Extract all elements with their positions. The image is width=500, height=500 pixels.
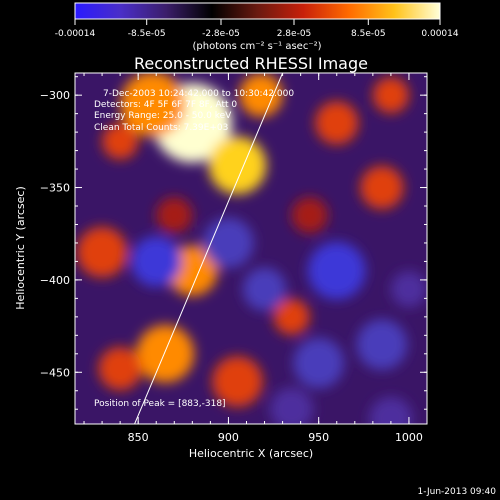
negative-residual-blob	[269, 387, 314, 424]
colorbar-ticks: -0.00014 -8.5e-05 -2.8e-05 2.8e-05 8.5e-05 0.…	[55, 19, 459, 39]
annotation-detectors: Detectors: 4F 5F 6F 7F 8F, Att 0	[94, 100, 237, 110]
positive-emission-blob	[315, 101, 359, 145]
colorbar-tick-label: -0.00014	[55, 29, 96, 39]
negative-residual-blob	[293, 337, 344, 389]
colorbar	[74, 2, 441, 20]
positive-emission-blob	[102, 123, 139, 160]
y-tick-label: −450	[40, 366, 70, 379]
y-tick-label: −350	[40, 182, 70, 195]
negative-residual-blob	[369, 396, 413, 424]
solar-limb-line	[134, 73, 284, 424]
annotation-energy: Energy Range: 25.0 - 50.0 keV	[94, 111, 232, 121]
positive-emission-blob	[291, 197, 328, 234]
positive-emission-blob	[273, 298, 310, 335]
positive-emission-blob	[76, 226, 128, 278]
axis-ticks: 850 900 950 1000 −300 −350 −400 −450	[40, 73, 428, 444]
footer-timestamp: 1-Jun-2013 09:40	[418, 487, 497, 497]
x-tick-label: 1000	[395, 431, 423, 444]
x-axis-label: Heliocentric X (arcsec)	[189, 447, 313, 460]
annotation-clean: Clean Total Counts: 7.39E+03	[94, 123, 228, 133]
positive-emission-blob	[208, 136, 267, 195]
colorbar-tick-label: -2.8e-05	[202, 29, 240, 39]
positive-emission-blob	[239, 73, 283, 117]
negative-residual-blob	[390, 271, 427, 308]
positive-emission-blob	[156, 197, 193, 234]
negative-residual-blob	[307, 241, 366, 300]
plot-area	[75, 73, 427, 424]
x-tick-label: 950	[308, 431, 329, 444]
colorbar-units: (photons cm⁻² s⁻¹ asec⁻²)	[192, 41, 321, 52]
positive-emission-blob	[120, 73, 186, 137]
positive-emission-blob	[98, 346, 142, 391]
positive-emission-blob	[372, 77, 409, 114]
x-tick-label: 850	[128, 431, 149, 444]
annotation-peak: Position of Peak = [883,-318]	[94, 399, 226, 409]
plot-frame	[74, 72, 428, 425]
y-tick-label: −300	[40, 89, 70, 102]
colorbar-tick-label: -8.5e-05	[128, 29, 166, 39]
positive-emission-blob	[136, 324, 195, 383]
negative-residual-blob	[242, 267, 287, 311]
colorbar-tick-label: 0.00014	[421, 29, 458, 39]
colorbar-tick-label: 2.8e-05	[277, 29, 312, 39]
chart-title: Reconstructed RHESSI Image	[134, 54, 368, 73]
colorbar-tick-label: 8.5e-05	[351, 29, 386, 39]
positive-emission-blob	[360, 165, 404, 210]
x-tick-label: 900	[218, 431, 239, 444]
negative-residual-blob	[356, 319, 408, 370]
annotation-time: 7-Dec-2003 10:24:42.000 to 10:30:42.000	[103, 89, 294, 99]
y-tick-label: −400	[40, 274, 70, 287]
positive-emission-blob	[212, 356, 263, 407]
negative-residual-blob	[130, 236, 182, 287]
y-axis-label: Heliocentric Y (arcsec)	[14, 186, 27, 310]
